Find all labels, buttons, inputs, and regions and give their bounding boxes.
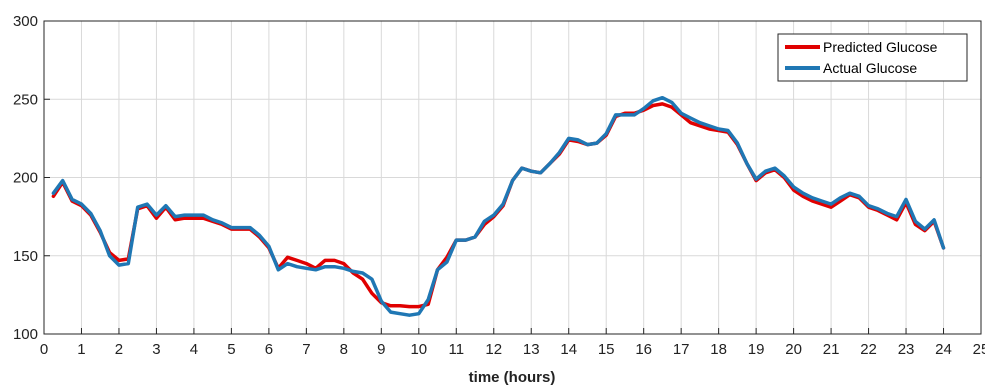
x-tick-labels: 0 1 2 3 4 5 6 7 8 9 10 11 12 13 14 15 16 17 18 19 20 21 22 23 24…	[40, 341, 985, 358]
axis-ticks	[43, 20, 982, 335]
y-tick-label: 250	[13, 91, 38, 108]
x-tick-label: 14	[560, 341, 577, 358]
x-tick-label: 19	[748, 341, 765, 358]
x-tick-label: 23	[898, 341, 915, 358]
x-tick-label: 17	[673, 341, 690, 358]
x-tick-label: 6	[265, 341, 273, 358]
x-tick-label: 1	[77, 341, 85, 358]
x-tick-label: 5	[227, 341, 235, 358]
x-tick-label: 13	[523, 341, 540, 358]
legend-label-actual: Actual Glucose	[823, 60, 917, 76]
series-line-actual-glucose	[51, 95, 946, 317]
x-tick-label: 21	[823, 341, 840, 358]
x-tick-label: 2	[115, 341, 123, 358]
series-lines	[51, 95, 946, 317]
y-tick-label: 100	[13, 326, 38, 343]
legend-box	[777, 33, 968, 82]
x-tick-label: 3	[152, 341, 160, 358]
grid-lines	[44, 21, 981, 334]
x-tick-label: 0	[40, 341, 48, 358]
x-tick-label: 7	[302, 341, 310, 358]
x-tick-label: 24	[935, 341, 952, 358]
x-tick-label: 18	[710, 341, 727, 358]
x-tick-label: 8	[340, 341, 348, 358]
x-tick-label: 16	[635, 341, 652, 358]
x-tick-label: 9	[377, 341, 385, 358]
legend-label-predicted: Predicted Glucose	[823, 39, 938, 55]
x-tick-label: 11	[448, 341, 464, 358]
x-tick-label: 22	[860, 341, 877, 358]
x-tick-label: 15	[598, 341, 615, 358]
x-tick-label: 20	[785, 341, 802, 358]
y-tick-label: 200	[13, 170, 38, 187]
x-axis-title: time (hours)	[469, 369, 556, 385]
x-tick-label: 4	[190, 341, 198, 358]
y-tick-label: 300	[13, 13, 38, 30]
x-tick-label: 10	[410, 341, 427, 358]
legend: Predicted Glucose Actual Glucose	[777, 33, 968, 82]
y-tick-labels: 100 150 200 250 300	[13, 13, 38, 343]
y-tick-label: 150	[13, 248, 38, 265]
x-tick-label: 12	[485, 341, 502, 358]
x-tick-label: 25	[973, 341, 985, 358]
